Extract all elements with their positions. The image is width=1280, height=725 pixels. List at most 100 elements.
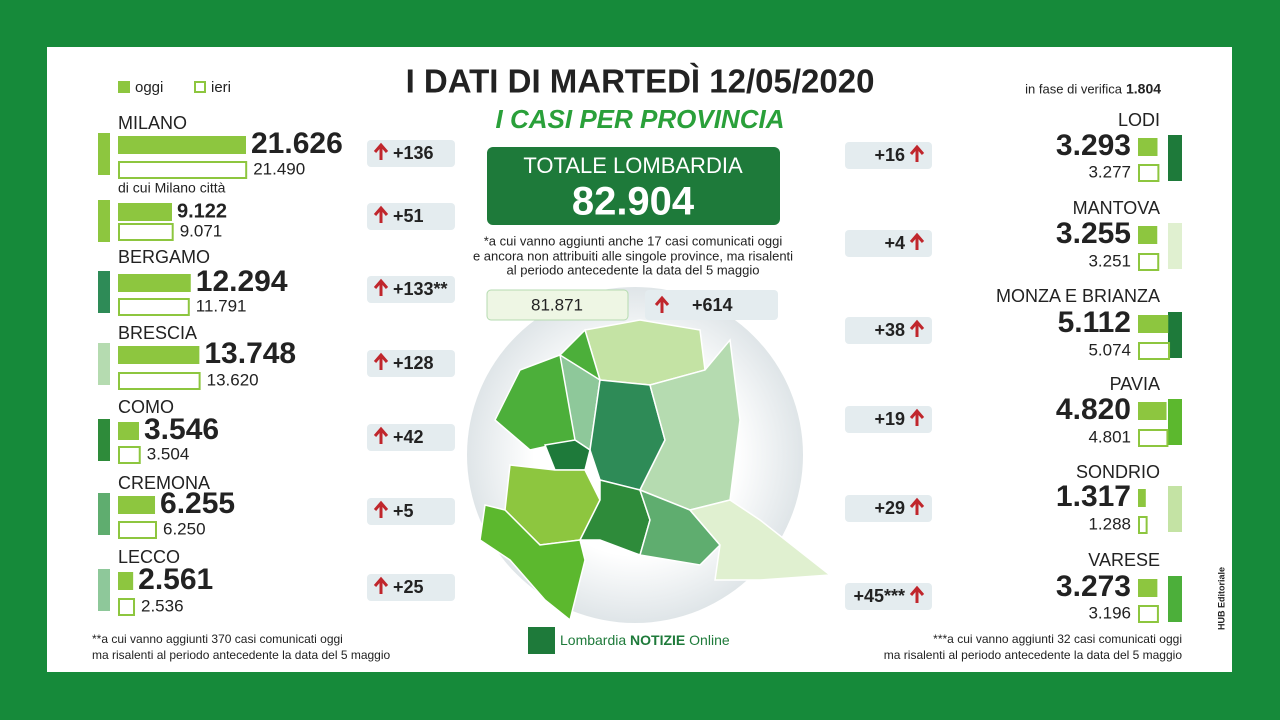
bar-yesterday xyxy=(118,372,201,390)
bar-yesterday xyxy=(118,521,157,539)
today-value: 9.122 xyxy=(177,200,227,222)
today-value: 13.748 xyxy=(204,337,296,370)
province-name: MANTOVA xyxy=(1073,198,1160,218)
province-name: PAVIA xyxy=(1110,374,1160,394)
province-name: BRESCIA xyxy=(118,323,197,343)
today-value: 3.273 xyxy=(1056,570,1131,603)
arrow xyxy=(373,352,389,370)
credit: HUB Editoriale xyxy=(1216,567,1226,630)
delta-box xyxy=(845,583,932,610)
legend-swatch xyxy=(118,81,130,93)
subtitle: I CASI PER PROVINCIA xyxy=(496,104,785,134)
delta: +5 xyxy=(393,501,414,521)
province-name: SONDRIO xyxy=(1076,462,1160,482)
arrow xyxy=(373,426,389,444)
arrow xyxy=(909,232,925,250)
bar-today xyxy=(118,203,172,221)
previous-box xyxy=(486,289,629,321)
yesterday-value: 1.288 xyxy=(1088,514,1131,533)
yesterday-value: 3.504 xyxy=(147,444,190,463)
arrow xyxy=(654,295,670,313)
total-box xyxy=(487,147,780,225)
bar-today xyxy=(1138,579,1158,597)
verification-value: 1.804 xyxy=(1126,81,1161,97)
province-name: di cui Milano città xyxy=(118,180,226,196)
bar-yesterday xyxy=(1138,605,1159,623)
yesterday-value: 21.490 xyxy=(253,159,305,178)
today-value: 4.820 xyxy=(1056,393,1131,426)
bar-today xyxy=(118,274,191,292)
arrow xyxy=(373,278,389,296)
yesterday-value: 11.791 xyxy=(196,296,247,315)
legend-swatch xyxy=(194,81,206,93)
delta-box xyxy=(845,142,932,169)
bar-yesterday xyxy=(118,161,248,179)
yesterday-value: 13.620 xyxy=(207,370,259,389)
side-bar xyxy=(1168,486,1182,532)
yesterday-value: 2.536 xyxy=(141,596,184,615)
total-note: al periodo antecedente la data del 5 mag… xyxy=(507,262,760,277)
arrow xyxy=(909,144,925,162)
today-value: 1.317 xyxy=(1056,480,1131,513)
delta-box xyxy=(845,230,932,257)
today-value: 5.112 xyxy=(1058,306,1131,339)
total-value: 82.904 xyxy=(572,180,695,224)
bar-today xyxy=(118,422,139,440)
side-bar xyxy=(98,419,110,461)
footnote: ***a cui vanno aggiunti 32 casi comunica… xyxy=(933,632,1182,646)
bar-yesterday xyxy=(118,598,136,616)
yesterday-value: 9.071 xyxy=(180,221,223,240)
bar-today xyxy=(118,136,246,154)
side-bar xyxy=(98,343,110,385)
delta-box xyxy=(367,350,455,377)
bar-yesterday xyxy=(118,298,190,316)
side-bar xyxy=(1168,576,1182,622)
arrow xyxy=(909,319,925,337)
yesterday-value: 3.251 xyxy=(1088,251,1131,270)
total-previous: 81.871 xyxy=(531,295,583,314)
total-delta: +614 xyxy=(692,295,733,315)
side-bar xyxy=(98,493,110,535)
delta: +4 xyxy=(884,233,905,253)
delta: +51 xyxy=(393,206,424,226)
delta: +133** xyxy=(393,279,448,299)
delta-box xyxy=(845,317,932,344)
footnote: ma risalenti al periodo antecedente la d… xyxy=(92,648,391,662)
delta: +16 xyxy=(874,145,905,165)
province-name: MILANO xyxy=(118,113,187,133)
yesterday-value: 3.277 xyxy=(1088,162,1131,181)
today-value: 2.561 xyxy=(138,563,213,596)
province-name: LECCO xyxy=(118,547,180,567)
footnote: **a cui vanno aggiunti 370 casi comunica… xyxy=(92,632,343,646)
side-bar xyxy=(1168,223,1182,269)
delta: +19 xyxy=(874,409,905,429)
total-label: TOTALE LOMBARDIA xyxy=(523,153,743,178)
verification-label: in fase di verifica xyxy=(1025,81,1123,96)
arrow xyxy=(373,142,389,160)
yesterday-value: 3.196 xyxy=(1088,603,1131,622)
delta: +136 xyxy=(393,143,434,163)
arrow xyxy=(909,497,925,515)
delta-box xyxy=(367,276,455,303)
bar-yesterday xyxy=(1138,342,1171,360)
bar-today xyxy=(118,346,200,364)
today-value: 21.626 xyxy=(251,127,343,160)
delta-box xyxy=(367,498,455,525)
province-name: MONZA E BRIANZA xyxy=(996,286,1160,306)
legend-label: ieri xyxy=(211,79,231,96)
yesterday-value: 6.250 xyxy=(163,519,206,538)
side-bar xyxy=(1168,135,1182,181)
bar-yesterday xyxy=(1138,164,1160,182)
today-value: 6.255 xyxy=(160,487,235,520)
legend-label: oggi xyxy=(135,79,163,96)
delta: +42 xyxy=(393,427,424,447)
province-name: VARESE xyxy=(1088,550,1160,570)
today-value: 12.294 xyxy=(196,265,288,298)
bar-today xyxy=(118,496,156,514)
arrow xyxy=(909,585,925,603)
delta-box xyxy=(367,203,455,230)
side-bar xyxy=(98,271,110,313)
bar-yesterday xyxy=(118,223,174,241)
